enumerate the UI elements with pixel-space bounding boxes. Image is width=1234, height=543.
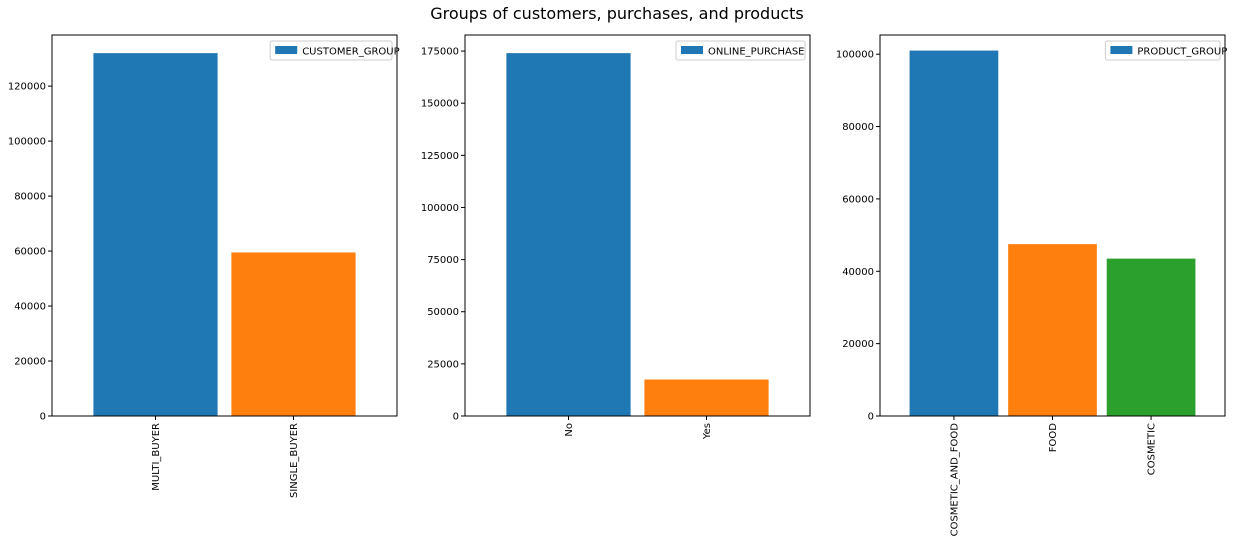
legend-swatch (1110, 46, 1133, 54)
y-tick-label: 0 (868, 412, 874, 423)
y-tick-label: 50000 (427, 307, 459, 318)
bar-food (1008, 244, 1097, 416)
legend-swatch (681, 46, 703, 54)
y-tick-label: 40000 (14, 302, 46, 313)
axes-frame (464, 34, 811, 417)
y-tick-label: 25000 (427, 359, 459, 370)
bar-yes (644, 379, 769, 416)
axes-frame (879, 34, 1226, 417)
y-tick-label: 80000 (842, 122, 874, 133)
legend: ONLINE_PURCHASE (675, 40, 806, 61)
legend-label: PRODUCT_GROUP (1137, 47, 1227, 58)
bar-no (506, 53, 631, 417)
x-tick-label: COSMETIC_AND_FOOD (949, 423, 960, 537)
x-tick-label: FOOD (1048, 423, 1059, 452)
y-tick-label: 0 (453, 412, 459, 423)
legend-box (675, 40, 806, 61)
y-tick-label: 100000 (836, 50, 874, 61)
legend-swatch (275, 46, 298, 54)
y-tick-label: 60000 (14, 247, 46, 258)
x-tick-label: MULTI_BUYER (151, 423, 162, 491)
y-tick-label: 75000 (427, 255, 459, 266)
legend-box (1104, 40, 1221, 61)
legend: PRODUCT_GROUP (1104, 40, 1227, 61)
legend-box (269, 40, 393, 61)
chart-panel-2: No Yes 0 25000 50000 75000 100000 125000 150000 1… (421, 34, 811, 440)
legend-label: ONLINE_PURCHASE (708, 47, 804, 58)
y-tick-label: 120000 (8, 82, 46, 93)
bar-multi_buyer (93, 53, 218, 417)
y-tick-label: 20000 (14, 357, 46, 368)
y-tick-label: 125000 (421, 151, 459, 162)
y-tick-label: 60000 (842, 194, 874, 205)
bar-cosmetic_and_food (909, 50, 999, 416)
chart-panel-3: COSMETIC_AND_FOOD FOOD COSMETIC 0 20000 40000… (836, 34, 1227, 537)
bar-cosmetic (1106, 258, 1196, 416)
y-tick-label: 20000 (842, 339, 874, 350)
axes-frame (51, 34, 398, 417)
y-tick-label: 80000 (14, 192, 46, 203)
bar-single_buyer (231, 252, 356, 416)
y-tick-label: 100000 (421, 203, 459, 214)
y-tick-label: 40000 (842, 267, 874, 278)
legend: CUSTOMER_GROUP (269, 40, 400, 61)
y-tick-label: 150000 (421, 99, 459, 110)
x-tick-label: No (564, 423, 575, 437)
y-tick-label: 0 (40, 412, 46, 423)
legend-label: CUSTOMER_GROUP (302, 47, 399, 58)
figure-title: Groups of customers, purchases, and prod… (430, 4, 804, 23)
x-tick-label: COSMETIC (1147, 423, 1158, 475)
y-tick-label: 100000 (8, 137, 46, 148)
x-tick-label: Yes (702, 423, 713, 440)
chart-panel-1: MULTI_BUYER SINGLE_BUYER 0 20000 40000 60000 8… (8, 34, 400, 498)
y-tick-label: 175000 (421, 47, 459, 58)
x-tick-label: SINGLE_BUYER (289, 423, 300, 498)
